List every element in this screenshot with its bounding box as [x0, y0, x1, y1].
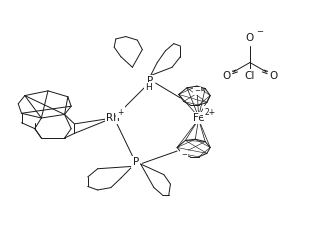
Text: −: − — [181, 152, 187, 158]
Text: −: − — [256, 27, 263, 36]
Text: 2+: 2+ — [205, 108, 216, 117]
Text: Cl: Cl — [245, 71, 255, 80]
Text: O: O — [269, 71, 277, 80]
Text: O: O — [246, 33, 254, 43]
Text: +: + — [118, 108, 124, 117]
Text: Fe: Fe — [193, 113, 205, 123]
Text: −: − — [194, 88, 200, 94]
Text: H: H — [145, 83, 152, 92]
Text: P: P — [148, 76, 154, 86]
Text: Rh: Rh — [106, 113, 119, 123]
Text: O: O — [223, 71, 231, 80]
Text: P: P — [133, 157, 139, 167]
